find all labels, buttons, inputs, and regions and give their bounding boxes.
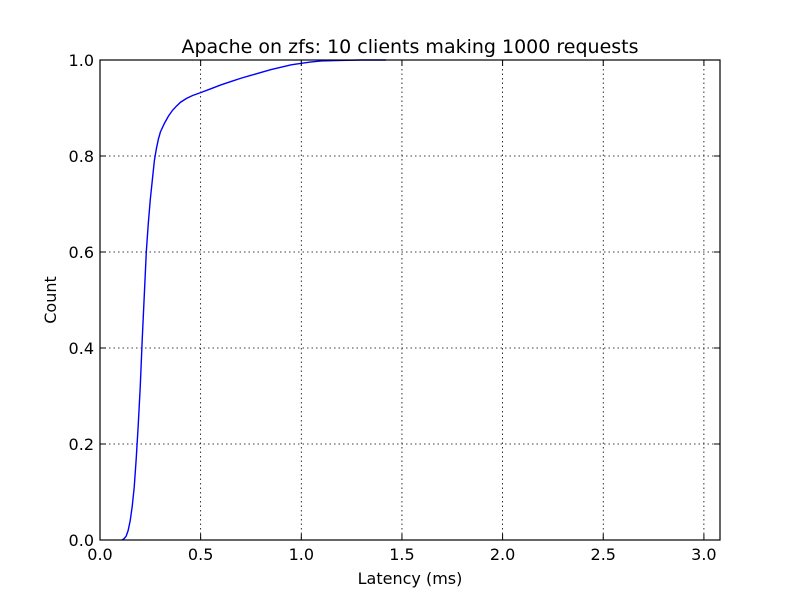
y-tick-label: 0.0 [69, 531, 94, 550]
chart-title: Apache on zfs: 10 clients making 1000 re… [181, 36, 638, 58]
plot-frame [99, 59, 721, 541]
y-tick-label: 1.0 [69, 51, 94, 70]
y-tick-label: 0.8 [69, 147, 94, 166]
series-layer [121, 59, 386, 541]
x-tick-label: 2.5 [591, 545, 616, 564]
x-tick-label: 1.0 [289, 545, 314, 564]
y-tick-label: 0.6 [69, 243, 94, 262]
x-tick-label: 2.0 [490, 545, 515, 564]
y-tick-label: 0.2 [69, 435, 94, 454]
x-tick-label: 3.0 [691, 545, 716, 564]
y-tick-label: 0.4 [69, 339, 94, 358]
grid-lines [99, 59, 720, 541]
axis-ticks: 0.0 0.5 1.0 1.5 2.0 2.5 3.0 0.0 0.2 0.4 0.6 0.8 1.0 [69, 51, 720, 564]
x-tick-label: 0.5 [188, 545, 213, 564]
x-tick-label: 1.5 [389, 545, 414, 564]
series-line [121, 59, 386, 541]
y-axis-label: Count [41, 276, 60, 324]
x-axis-label: Latency (ms) [358, 569, 463, 588]
x-tick-label: 0.0 [87, 545, 112, 564]
